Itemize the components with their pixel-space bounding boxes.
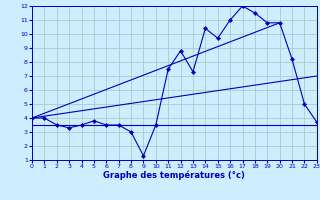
X-axis label: Graphe des températures (°c): Graphe des températures (°c) (103, 171, 245, 180)
